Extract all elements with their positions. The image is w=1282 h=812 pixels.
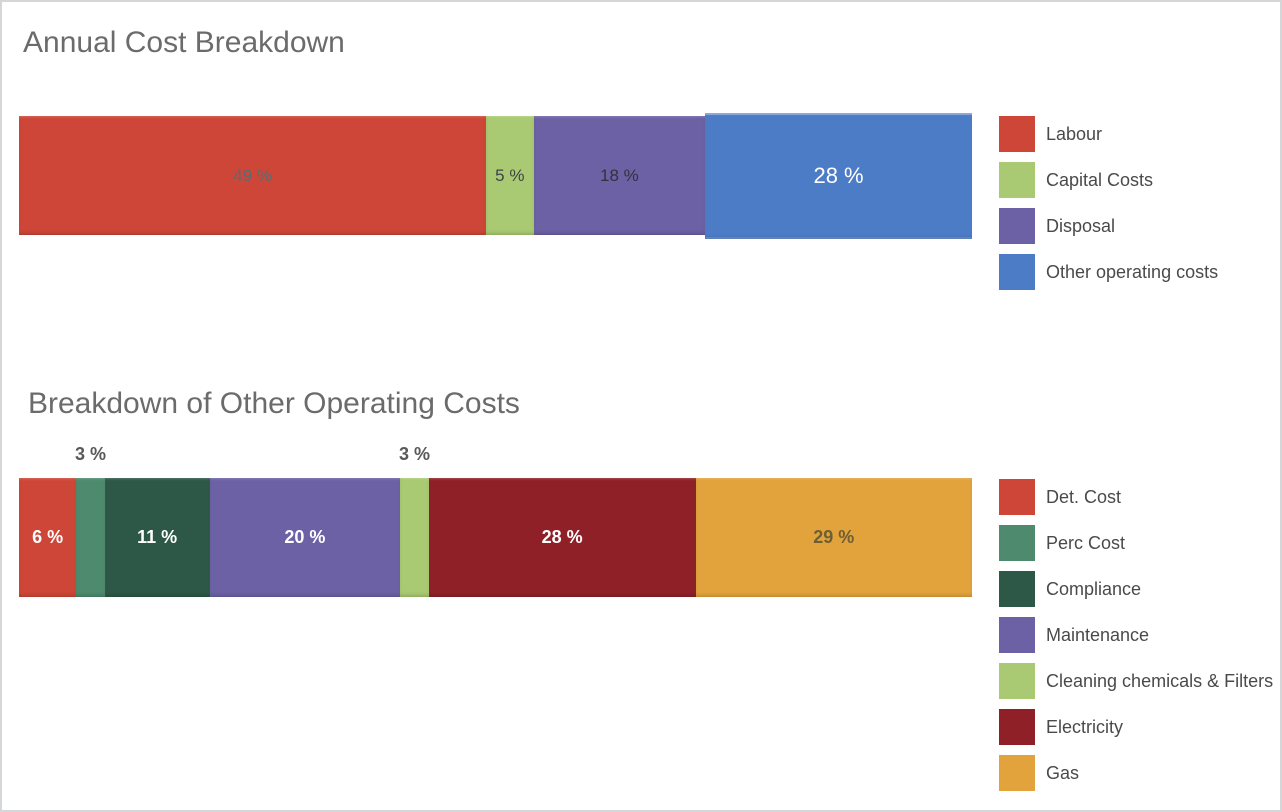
chart-title-annual-cost-breakdown: Annual Cost Breakdown (23, 26, 345, 59)
bar-segment-other-operating-costs: 28 % (705, 113, 972, 239)
legend-label-cleaning-chemicals-filters: Cleaning chemicals & Filters (1046, 670, 1274, 691)
legend-item-det-cost: Det. Cost (999, 479, 1280, 515)
bar-segment-capital-costs: 5 % (485, 116, 534, 235)
legend-swatch-compliance (999, 571, 1035, 607)
outside-label-row: 3 % 3 % (19, 443, 972, 465)
legend-swatch-other-operating-costs (999, 254, 1035, 290)
bar-segment-gas: 29 % (695, 478, 972, 597)
legend-label-maintenance: Maintenance (1046, 624, 1150, 645)
legend-swatch-gas (999, 755, 1035, 791)
bar-segment-labour: 49 % (19, 116, 486, 235)
legend-swatch-labour (999, 116, 1035, 152)
legend-swatch-maintenance (999, 617, 1035, 653)
data-label-labour: 49 % (233, 165, 272, 185)
legend-swatch-disposal (999, 208, 1035, 244)
data-label-electricity: 28 % (541, 527, 583, 547)
bar-segment-perc-cost (76, 478, 105, 597)
legend-label-det-cost: Det. Cost (1046, 486, 1122, 507)
legend-label-perc-cost: Perc Cost (1046, 532, 1126, 553)
data-label-other-operating-costs: 28 % (813, 163, 864, 188)
legend-annual: Labour Capital Costs Disposal Other operati… (999, 116, 1280, 300)
data-label-cleaning-chemicals-filters: 3 % (398, 444, 430, 464)
legend-item-cleaning-chemicals-filters: Cleaning chemicals & Filters (999, 663, 1280, 699)
data-label-compliance: 11 % (137, 527, 178, 547)
bar-segment-compliance: 11 % (104, 478, 210, 597)
legend-label-disposal: Disposal (1046, 215, 1116, 236)
legend-label-capital-costs: Capital Costs (1046, 169, 1154, 190)
legend-item-disposal: Disposal (999, 208, 1280, 244)
stacked-bar-annual: 49 % 5 % 18 % 28 % (19, 113, 972, 239)
legend-label-compliance: Compliance (1046, 578, 1142, 599)
bar-segment-electricity: 28 % (428, 478, 696, 597)
bar-segment-maintenance: 20 % (209, 478, 401, 597)
legend-item-gas: Gas (999, 755, 1280, 791)
legend-swatch-capital-costs (999, 162, 1035, 198)
legend-label-gas: Gas (1046, 762, 1080, 783)
legend-item-capital-costs: Capital Costs (999, 162, 1280, 198)
legend-swatch-cleaning-chemicals-filters (999, 663, 1035, 699)
legend-swatch-det-cost (999, 479, 1035, 515)
legend-item-electricity: Electricity (999, 709, 1280, 745)
data-label-disposal: 18 % (600, 165, 639, 185)
legend-item-perc-cost: Perc Cost (999, 525, 1280, 561)
bar-segment-cleaning-chemicals-filters (400, 478, 429, 597)
chart-title-other-operating-costs: Breakdown of Other Operating Costs (28, 387, 520, 420)
stacked-bar-other-operating: 6 % 11 % 20 % 28 % 29 % (19, 478, 972, 597)
data-label-det-cost: 6 % (32, 527, 64, 547)
bar-segment-det-cost: 6 % (19, 478, 77, 597)
data-label-perc-cost: 3 % (74, 444, 106, 464)
legend-item-maintenance: Maintenance (999, 617, 1280, 653)
bar-segment-disposal: 18 % (533, 116, 706, 235)
data-label-capital-costs: 5 % (495, 165, 525, 185)
legend-label-electricity: Electricity (1046, 716, 1124, 737)
legend-item-compliance: Compliance (999, 571, 1280, 607)
legend-swatch-perc-cost (999, 525, 1035, 561)
legend-other-operating: Det. Cost Perc Cost Compliance Maintenance C… (999, 479, 1280, 801)
legend-label-labour: Labour (1046, 123, 1103, 144)
legend-swatch-electricity (999, 709, 1035, 745)
legend-item-labour: Labour (999, 116, 1280, 152)
data-label-gas: 29 % (813, 527, 855, 547)
legend-item-other-operating-costs: Other operating costs (999, 254, 1280, 290)
data-label-maintenance: 20 % (284, 527, 326, 547)
legend-label-other-operating-costs: Other operating costs (1046, 261, 1219, 282)
